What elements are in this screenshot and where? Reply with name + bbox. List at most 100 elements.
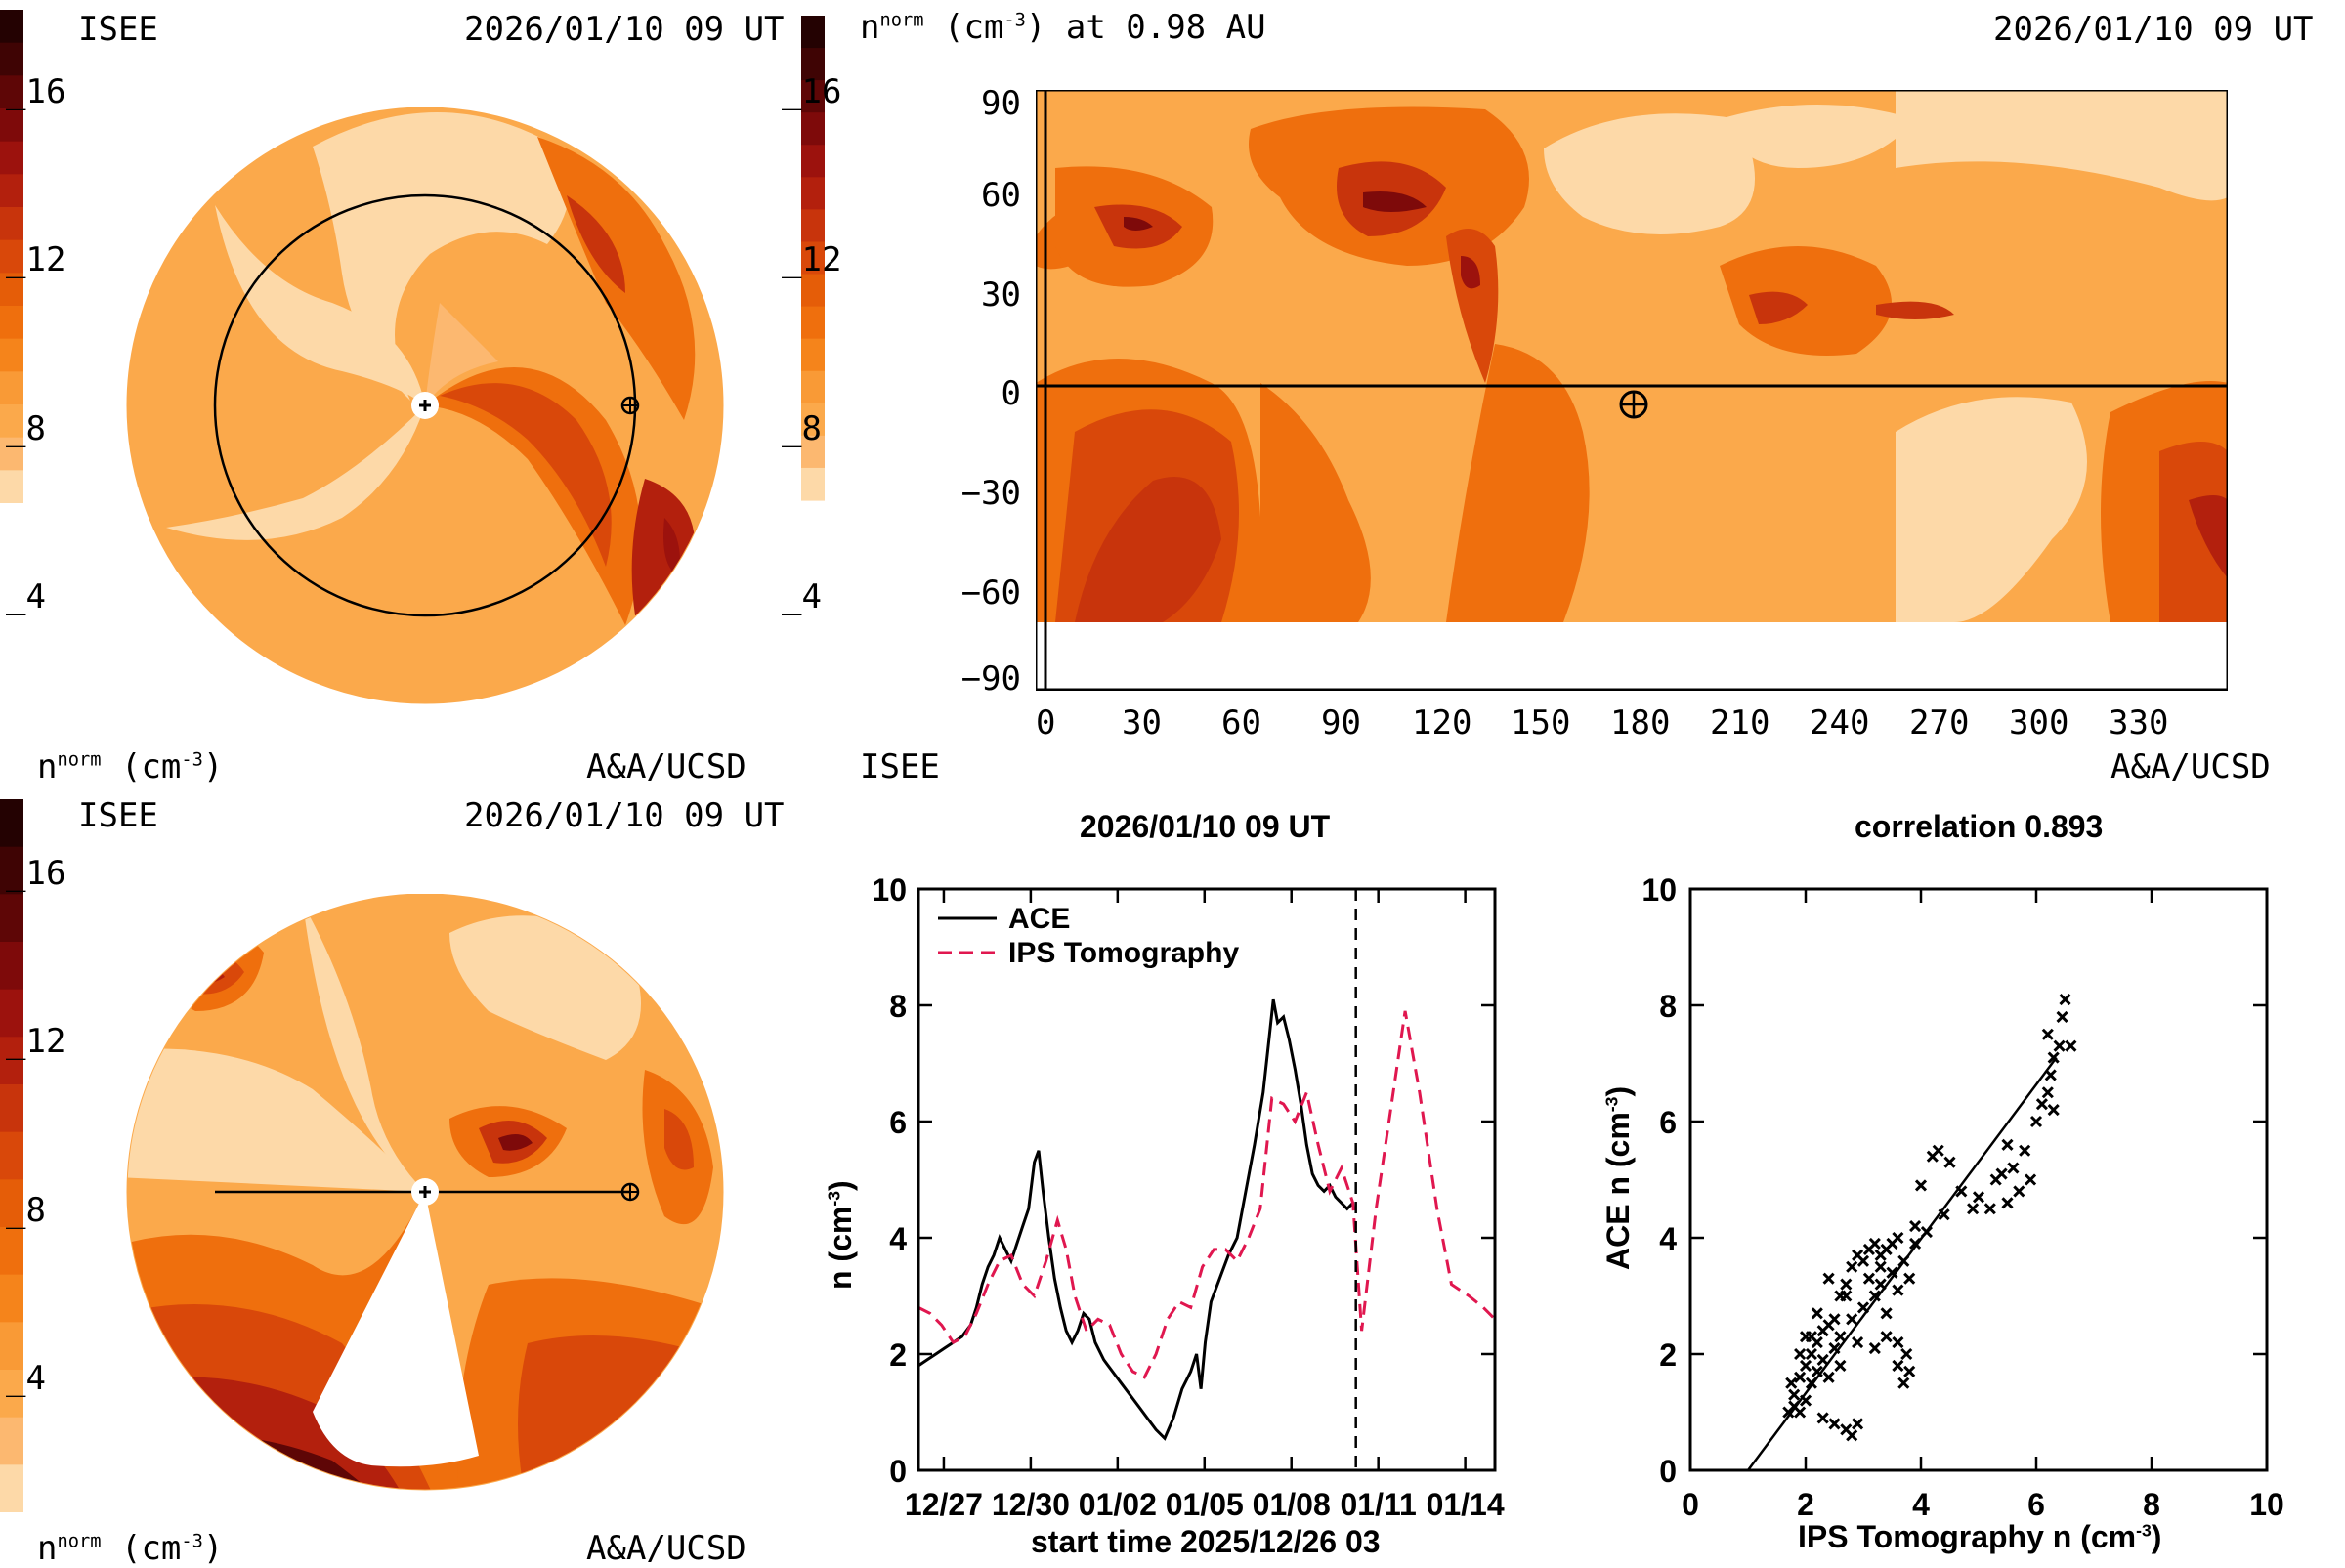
data-point xyxy=(1788,1388,1801,1401)
data-point-stroke xyxy=(1834,1359,1847,1372)
timestamp-label: 2026/01/10 09 UT xyxy=(1993,10,2314,49)
data-point-stroke xyxy=(1886,1266,1898,1279)
colorbar-tick: _16 xyxy=(6,72,66,111)
y-tick-label: −90 xyxy=(960,659,1021,699)
data-point-stroke xyxy=(1892,1231,1904,1245)
data-point xyxy=(1892,1336,1904,1349)
y-tick-label: 30 xyxy=(981,275,1021,315)
data-point-stroke xyxy=(1983,1203,1996,1215)
data-point xyxy=(2001,1197,2014,1209)
y-tick-label: 6 xyxy=(1659,1105,1677,1140)
plot-frame xyxy=(1688,887,2269,1472)
data-point xyxy=(2029,1115,2043,1128)
colorbar-segment xyxy=(0,207,23,241)
colorbar-segment xyxy=(0,75,23,109)
colorbar-segment xyxy=(0,1037,23,1085)
data-point-stroke xyxy=(1914,1179,1928,1192)
data-point-stroke xyxy=(1903,1272,1916,1285)
data-point xyxy=(1874,1260,1887,1273)
x-tick-label: 10 xyxy=(2249,1487,2284,1522)
data-point xyxy=(1834,1359,1847,1372)
data-point xyxy=(2056,1010,2068,1023)
colorbar-tick: _16 xyxy=(782,72,842,111)
data-point-stroke xyxy=(1856,1254,1870,1267)
data-point xyxy=(1909,1220,1922,1233)
data-point-stroke xyxy=(1955,1185,1968,1198)
data-point-stroke xyxy=(2044,1069,2057,1081)
colorbar-segment xyxy=(0,942,23,991)
data-point-stroke xyxy=(1900,1347,1913,1361)
colorbar-segment xyxy=(0,1179,23,1228)
y-tick-label: 2 xyxy=(889,1337,907,1373)
colorbar-segment xyxy=(0,894,23,943)
credit-label: A&A/UCSD xyxy=(586,1529,746,1568)
y-tick-label: 8 xyxy=(1659,989,1677,1024)
colorbar-segment xyxy=(801,80,825,113)
data-point-stroke xyxy=(2019,1144,2031,1157)
colorbar-label: nnorm (cm-3) xyxy=(37,1529,224,1568)
colorbar-bottom-left xyxy=(0,799,23,1512)
x-tick-label: 120 xyxy=(1412,703,1472,742)
data-point-stroke xyxy=(2001,1138,2014,1151)
colorbar-segment xyxy=(801,467,825,501)
data-point-stroke xyxy=(1816,1412,1829,1424)
data-point-stroke xyxy=(2029,1115,2043,1128)
colorbar-tick: _12 xyxy=(6,240,66,279)
credit-label: A&A/UCSD xyxy=(2110,747,2271,786)
colorbar-segment xyxy=(801,16,825,49)
data-point xyxy=(1811,1307,1823,1320)
colorbar-segment xyxy=(0,799,23,848)
data-point xyxy=(1856,1254,1870,1267)
x-tick-label: 01/05 xyxy=(1166,1487,1244,1522)
data-point xyxy=(1868,1290,1881,1302)
colorbar-segment xyxy=(801,274,825,308)
data-point xyxy=(1903,1365,1916,1377)
data-point-stroke xyxy=(1938,1208,1950,1221)
data-point xyxy=(1897,1377,1910,1389)
x-axis-label: start time 2025/12/26 03 xyxy=(1031,1524,1381,1559)
data-point-stroke xyxy=(1995,1167,2008,1180)
x-tick-label: 12/27 xyxy=(905,1487,983,1522)
y-tick-label: 10 xyxy=(872,872,907,908)
colorbar-top-left xyxy=(0,10,23,503)
colorbar-segment xyxy=(801,145,825,178)
data-point-stroke xyxy=(1794,1406,1807,1419)
latlon-density-map xyxy=(1036,90,2228,691)
data-point xyxy=(2044,1069,2057,1081)
data-point-stroke xyxy=(1840,1423,1853,1436)
timestamp-label: 2026/01/10 09 UT xyxy=(464,796,785,835)
colorbar-segment xyxy=(0,239,23,274)
data-point-stroke xyxy=(1799,1359,1812,1372)
data-point-stroke xyxy=(1892,1284,1904,1296)
institution-label: ISEE xyxy=(78,10,158,49)
data-point-stroke xyxy=(1811,1365,1823,1377)
data-point xyxy=(1816,1412,1829,1424)
data-point xyxy=(1834,1331,1847,1343)
data-point-stroke xyxy=(1828,1418,1841,1430)
colorbar-tick: _12 xyxy=(782,240,842,279)
colorbar-tick: _16 xyxy=(6,854,66,893)
x-tick-label: 01/11 xyxy=(1341,1487,1417,1522)
colorbar-segment xyxy=(801,112,825,146)
x-axis-label: IPS Tomography n (cm-3) xyxy=(1798,1519,2162,1554)
data-point xyxy=(2053,1039,2066,1052)
data-point xyxy=(1880,1307,1893,1320)
y-tick-label: 8 xyxy=(889,989,907,1024)
colorbar-segment xyxy=(0,42,23,76)
colorbar-tick: _12 xyxy=(6,1022,66,1061)
data-point xyxy=(1903,1272,1916,1285)
data-point-stroke xyxy=(1822,1371,1835,1383)
data-point-stroke xyxy=(1840,1278,1853,1291)
timestamp-label: 2026/01/10 09 UT xyxy=(464,10,785,49)
data-point-stroke xyxy=(1868,1341,1881,1355)
colorbar-segment xyxy=(0,404,23,439)
data-point xyxy=(1892,1284,1904,1296)
x-tick-label: 0 xyxy=(1682,1487,1699,1522)
data-point xyxy=(1785,1377,1798,1389)
data-point-stroke xyxy=(1846,1313,1858,1326)
data-point xyxy=(1840,1278,1853,1291)
colorbar-segment xyxy=(0,1274,23,1323)
data-point-stroke xyxy=(1897,1377,1910,1389)
data-point-stroke xyxy=(1909,1220,1922,1233)
data-point-stroke xyxy=(1840,1290,1853,1302)
